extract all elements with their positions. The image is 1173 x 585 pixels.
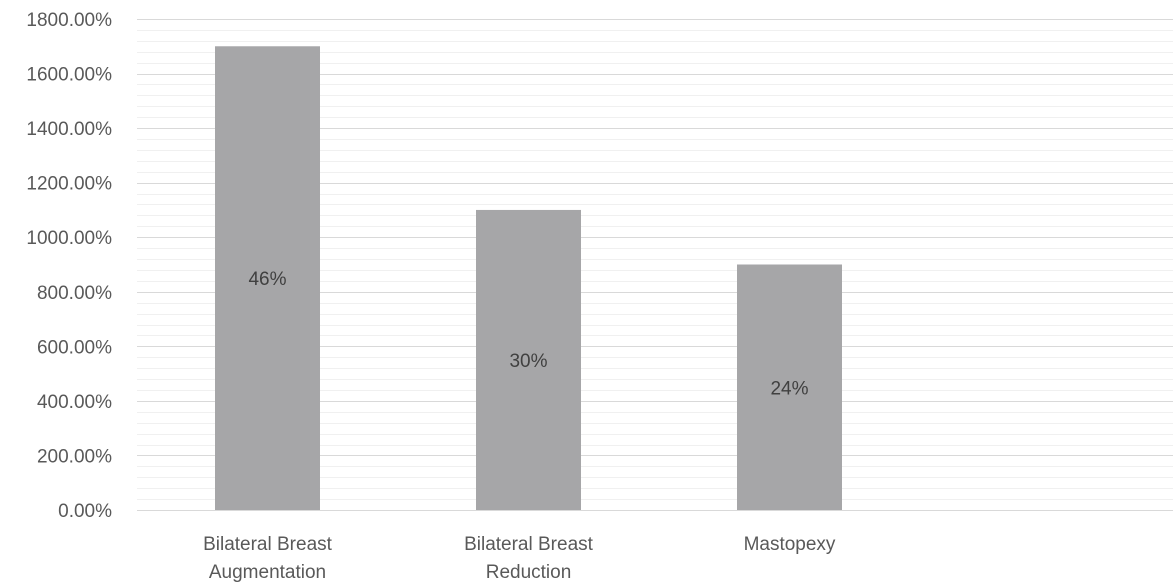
bar xyxy=(476,209,581,510)
y-tick-label: 1000.00% xyxy=(26,228,112,249)
category-label: Mastopexy xyxy=(744,534,836,555)
bar-data-label: 46% xyxy=(248,269,286,290)
y-tick-label: 800.00% xyxy=(37,283,112,304)
y-tick-label: 1800.00% xyxy=(26,10,112,31)
bar-data-label: 30% xyxy=(509,351,547,372)
bar-data-label: 24% xyxy=(770,378,808,399)
bar xyxy=(737,264,842,510)
category-label: Bilateral Breast Reduction xyxy=(464,534,594,583)
y-tick-label: 1600.00% xyxy=(26,65,112,86)
y-tick-label: 1400.00% xyxy=(26,119,112,140)
y-tick-label: 200.00% xyxy=(37,446,112,467)
labels: 0.00% 200.00% 400.00% 600.00% 800.00% 1000.00… xyxy=(26,10,836,583)
y-tick-label: 400.00% xyxy=(37,392,112,413)
category-label: Bilateral Breast Augmentation xyxy=(203,534,333,583)
bars xyxy=(215,46,842,511)
bar xyxy=(215,46,320,511)
y-tick-label: 600.00% xyxy=(37,337,112,358)
y-tick-label: 0.00% xyxy=(58,501,112,522)
y-tick-label: 1200.00% xyxy=(26,174,112,195)
